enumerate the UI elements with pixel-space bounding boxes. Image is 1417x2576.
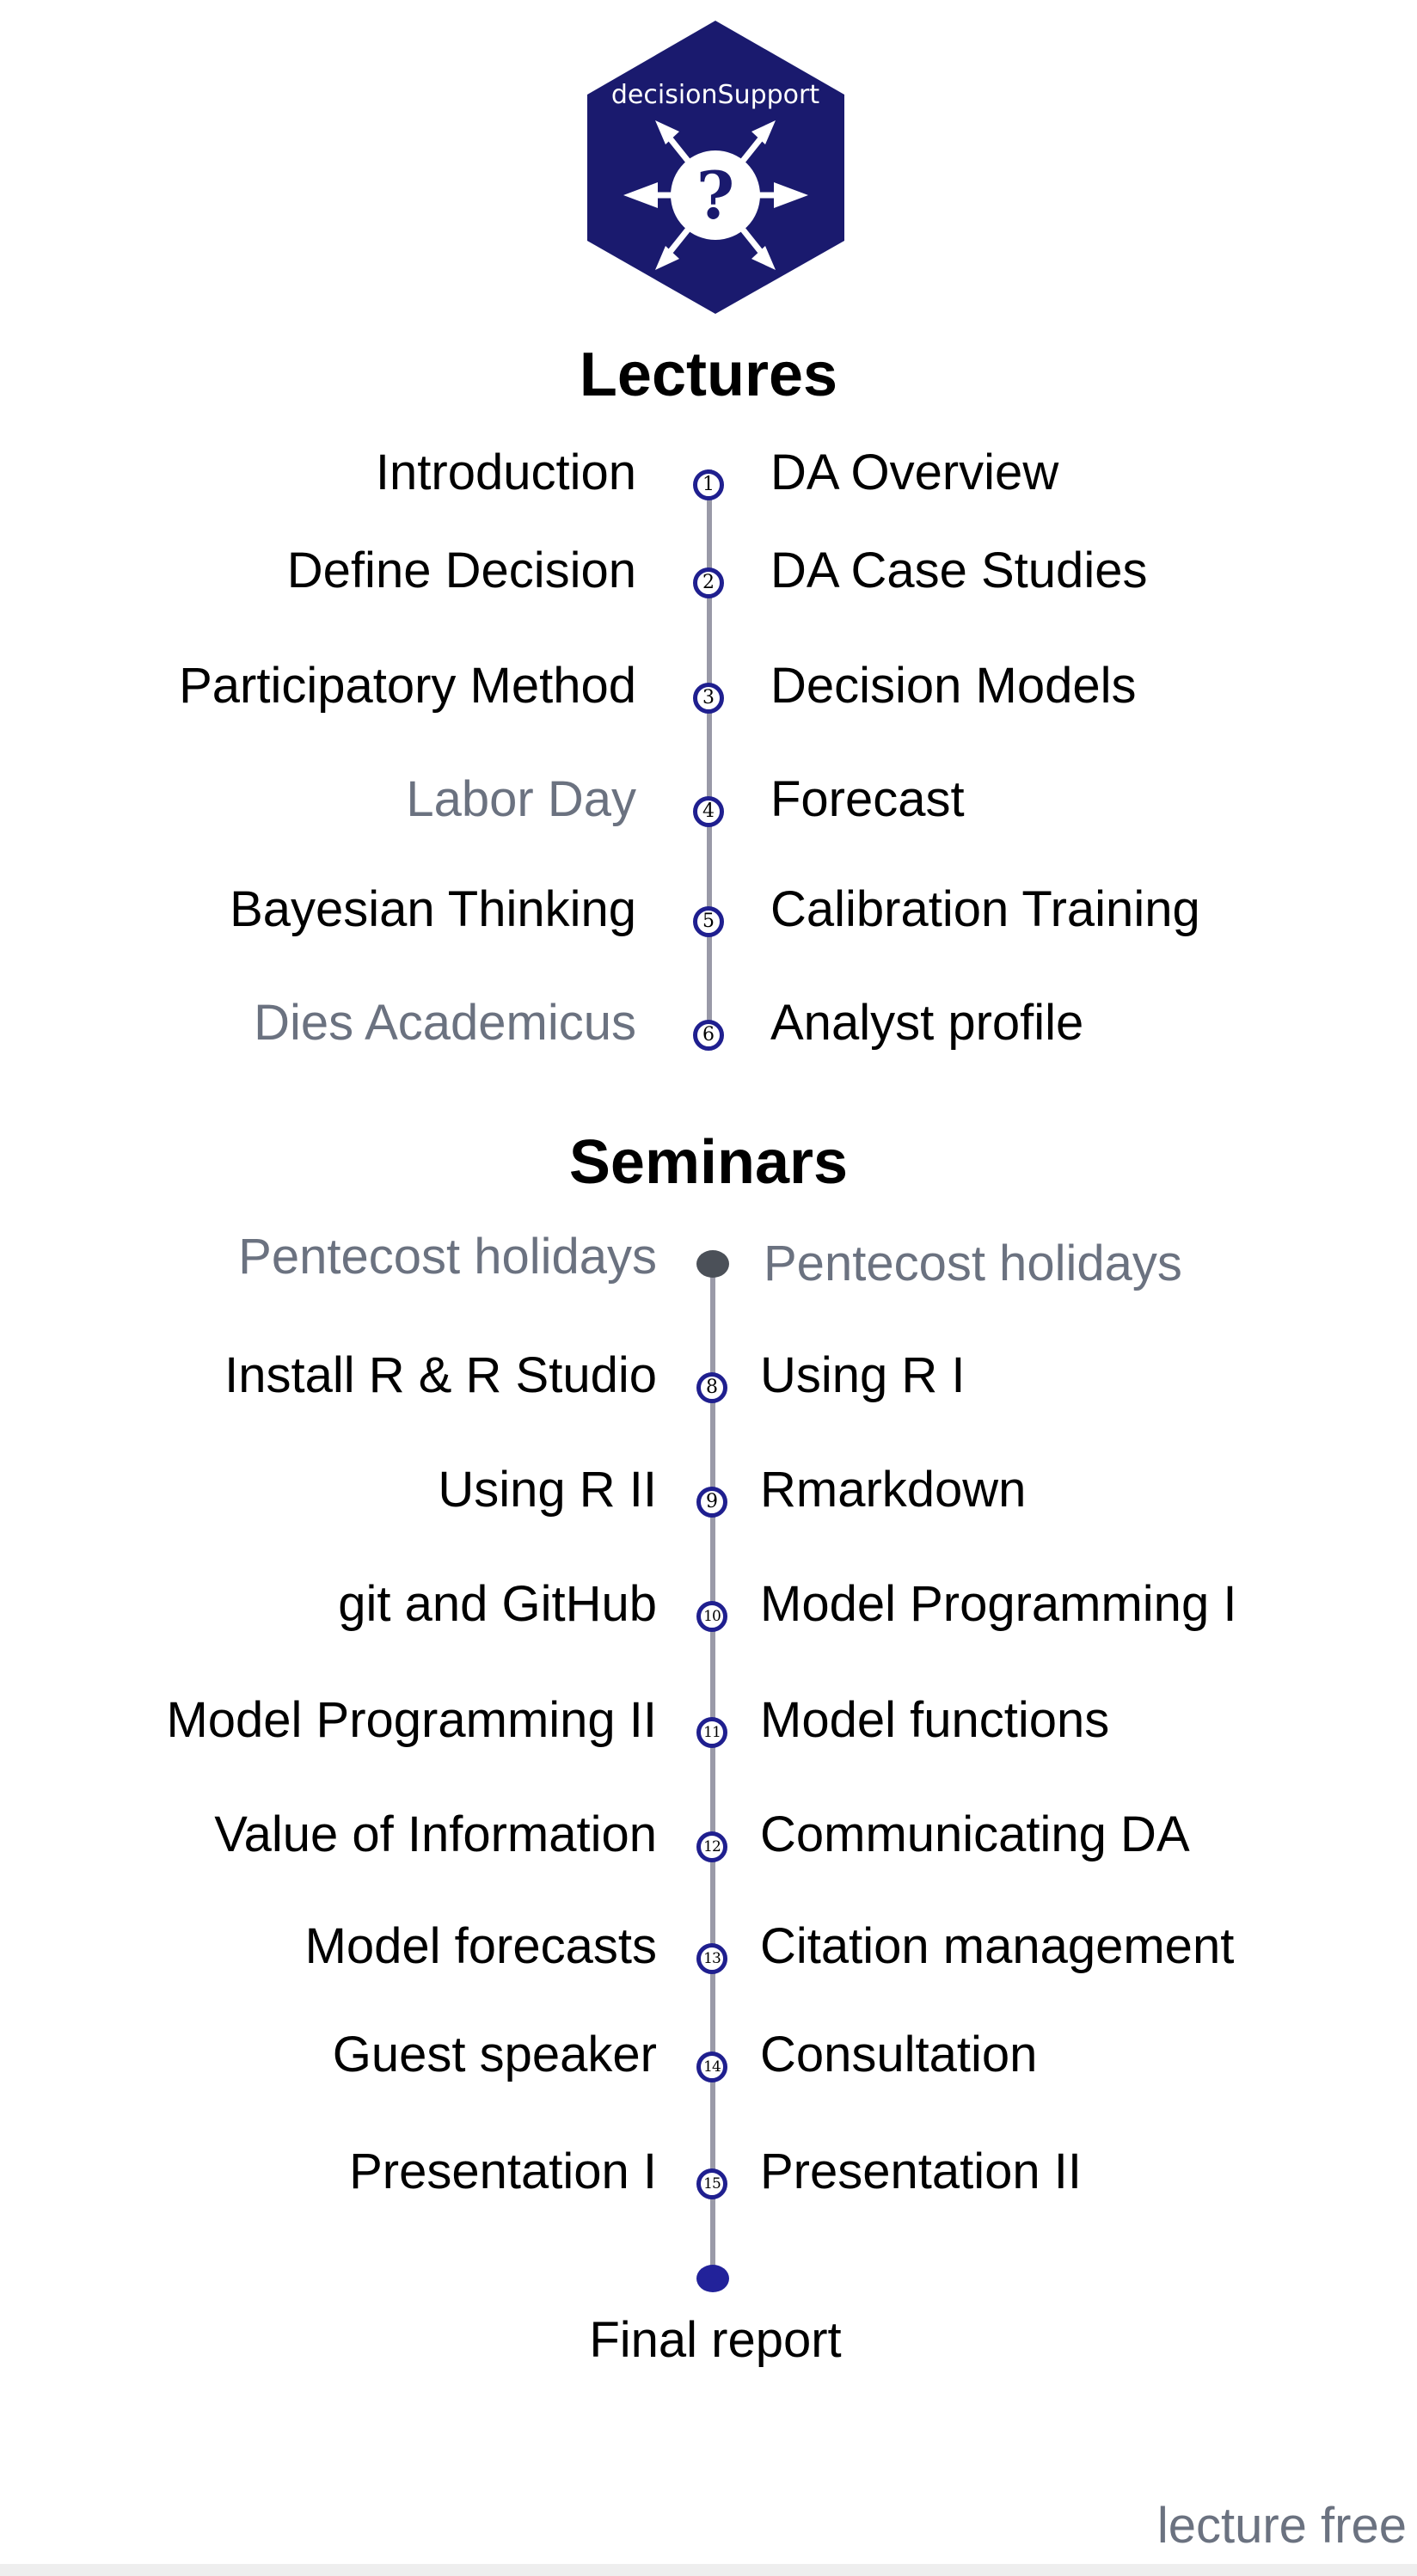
lectures-number-marker-4: 4 bbox=[693, 796, 724, 827]
lectures-right-label-2: DA Case Studies bbox=[770, 543, 1148, 598]
logo-question-mark: ? bbox=[696, 157, 735, 234]
seminars-number-marker-14: 14 bbox=[696, 2052, 727, 2082]
logo-text: decisionSupport bbox=[611, 80, 819, 110]
lectures-number-marker-6: 6 bbox=[693, 1020, 724, 1051]
seminars-number-marker-11: 11 bbox=[696, 1717, 727, 1748]
seminars-number-marker-9: 9 bbox=[696, 1487, 727, 1518]
bottom-bar bbox=[0, 2564, 1417, 2576]
lectures-right-label-3: Decision Models bbox=[770, 658, 1137, 714]
holiday-right-label: Pentecost holidays bbox=[764, 1236, 1182, 1291]
holiday-dot bbox=[696, 1250, 729, 1278]
seminars-title: Seminars bbox=[568, 1128, 849, 1197]
seminars-number-marker-10: 10 bbox=[696, 1601, 727, 1632]
lectures-left-label-5: Bayesian Thinking bbox=[230, 881, 636, 937]
seminars-left-label-10: git and GitHub bbox=[338, 1576, 657, 1632]
seminars-right-label-10: Model Programming I bbox=[760, 1576, 1237, 1632]
seminars-right-label-9: Rmarkdown bbox=[760, 1462, 1027, 1518]
holiday-left-label: Pentecost holidays bbox=[238, 1229, 657, 1285]
lectures-right-label-1: DA Overview bbox=[770, 445, 1059, 500]
seminars-right-label-13: Citation management bbox=[760, 1918, 1235, 1974]
seminars-right-label-12: Communicating DA bbox=[760, 1806, 1190, 1862]
seminars-right-label-8: Using R I bbox=[760, 1347, 966, 1403]
decisionsupport-logo: decisionSupport ? bbox=[585, 19, 847, 316]
lectures-number-marker-2: 2 bbox=[693, 567, 724, 598]
seminars-right-label-11: Model functions bbox=[760, 1692, 1110, 1748]
seminars-right-label-14: Consultation bbox=[760, 2027, 1038, 2082]
lectures-number-marker-1: 1 bbox=[693, 469, 724, 500]
seminars-left-label-8: Install R & R Studio bbox=[224, 1347, 657, 1403]
lecture-free-legend: lecture free bbox=[1156, 2498, 1407, 2554]
seminars-left-label-9: Using R II bbox=[438, 1462, 657, 1518]
lectures-number-marker-5: 5 bbox=[693, 906, 724, 937]
seminars-left-label-12: Value of Information bbox=[214, 1806, 657, 1862]
seminars-left-label-13: Model forecasts bbox=[304, 1918, 657, 1974]
seminars-left-label-15: Presentation I bbox=[349, 2144, 657, 2199]
final-report-label: Final report bbox=[589, 2312, 842, 2368]
lectures-right-label-4: Forecast bbox=[770, 771, 965, 827]
seminars-left-label-14: Guest speaker bbox=[332, 2027, 657, 2082]
lectures-left-label-6: Dies Academicus bbox=[254, 995, 636, 1051]
lectures-right-label-5: Calibration Training bbox=[770, 881, 1200, 937]
hexagon-question-arrows-icon: decisionSupport ? bbox=[587, 21, 844, 314]
lectures-left-label-2: Define Decision bbox=[286, 543, 636, 598]
seminars-left-label-11: Model Programming II bbox=[166, 1692, 657, 1748]
lectures-number-marker-3: 3 bbox=[693, 683, 724, 714]
lectures-title: Lectures bbox=[579, 340, 838, 409]
lectures-timeline-line bbox=[707, 469, 712, 1037]
seminars-right-label-15: Presentation II bbox=[760, 2144, 1082, 2199]
lectures-left-label-3: Participatory Method bbox=[179, 658, 636, 714]
seminars-number-marker-15: 15 bbox=[696, 2168, 727, 2199]
lectures-left-label-4: Labor Day bbox=[406, 771, 636, 827]
seminars-number-marker-13: 13 bbox=[696, 1943, 727, 1974]
final-report-dot bbox=[696, 2265, 729, 2292]
seminars-number-marker-12: 12 bbox=[696, 1831, 727, 1862]
seminars-number-marker-8: 8 bbox=[696, 1372, 727, 1403]
lectures-left-label-1: Introduction bbox=[375, 445, 636, 500]
lectures-right-label-6: Analyst profile bbox=[770, 995, 1084, 1051]
seminars-timeline-line bbox=[710, 1264, 715, 2279]
